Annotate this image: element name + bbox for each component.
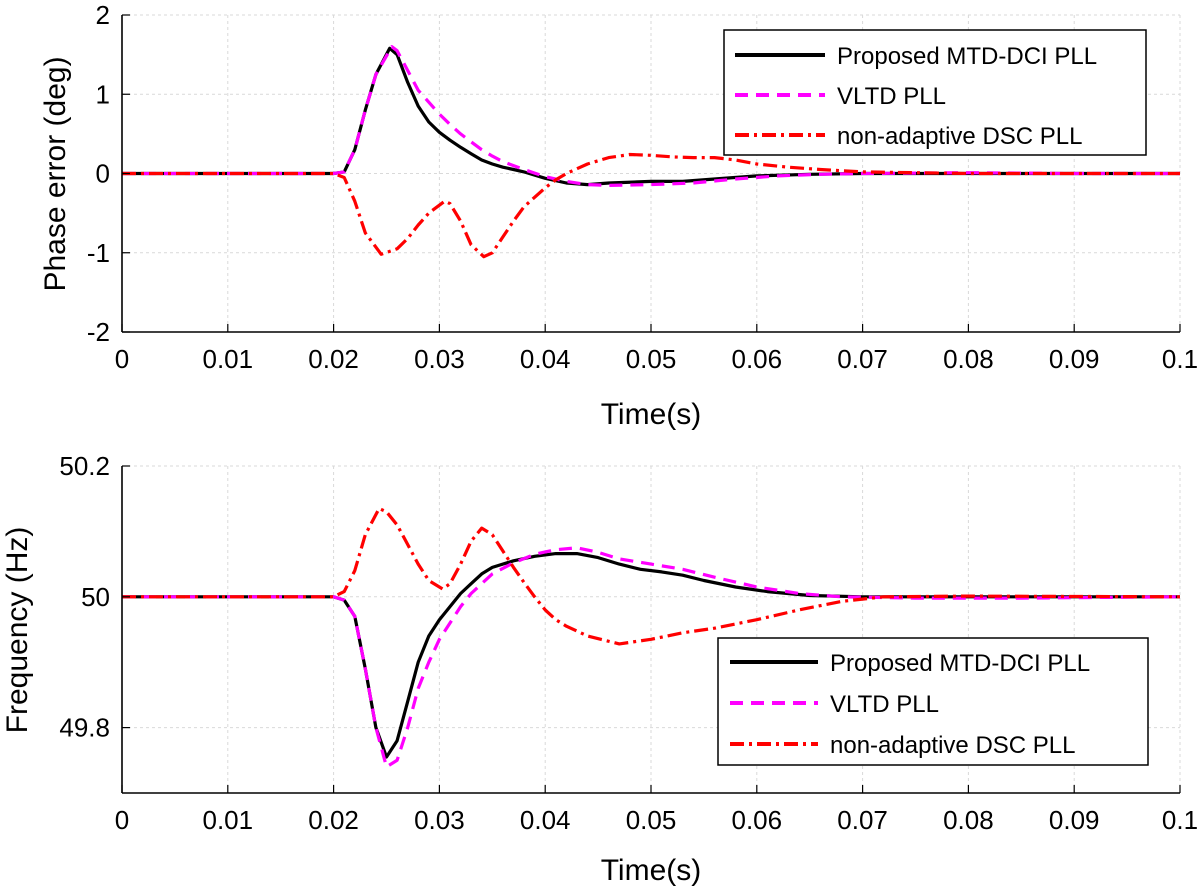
- x-tick-label: 0.01: [202, 805, 253, 835]
- series-line-2: [122, 152, 1180, 259]
- legend-label-dsc: non-adaptive DSC PLL: [837, 123, 1082, 150]
- x-tick-label: 0.08: [943, 805, 994, 835]
- y-tick-label: -1: [87, 238, 110, 268]
- x-tick-label: 0.07: [837, 805, 888, 835]
- x-axis-label: Time(s): [601, 854, 702, 887]
- x-tick-label: 0.09: [1049, 805, 1100, 835]
- x-tick-label: 0.1: [1162, 344, 1198, 374]
- y-tick-label: 49.8: [59, 713, 110, 743]
- x-tick-label: 0.06: [731, 805, 782, 835]
- x-tick-label: 0.01: [202, 344, 253, 374]
- series-line-1: [122, 45, 1180, 187]
- series-line-1: [122, 546, 1181, 769]
- legend-label-proposed: Proposed MTD-DCI PLL: [837, 43, 1097, 70]
- y-tick-label: 1: [96, 79, 110, 109]
- phase-error-chart: 0 0.01 0.02 0.03 0.04 0.05 0.06 0.07 0.08 0.09 0.1…: [39, 0, 1198, 431]
- x-axis-label: Time(s): [601, 398, 702, 431]
- x-tick-label: 0.05: [626, 344, 677, 374]
- x-tick-label: 0: [115, 805, 129, 835]
- x-tick-label: 0.1: [1162, 805, 1198, 835]
- x-tick-label: 0.08: [943, 344, 994, 374]
- x-tick-label: 0.02: [308, 344, 359, 374]
- x-tick-label: 0.04: [520, 344, 571, 374]
- y-tick-label: -2: [87, 317, 110, 347]
- x-tick-label: 0: [115, 344, 129, 374]
- series-layer: [122, 506, 1181, 769]
- x-tick-label: 0.03: [414, 344, 465, 374]
- x-tick-label: 0.06: [731, 344, 782, 374]
- x-tick-label: 0.05: [626, 805, 677, 835]
- tick-layer: 0 0.01 0.02 0.03 0.04 0.05 0.06 0.07 0.08 0.09 0.1…: [59, 451, 1198, 835]
- legend-label-vltd: VLTD PLL: [837, 83, 946, 110]
- y-tick-label: 50.2: [59, 451, 110, 481]
- legend-label-dsc: non-adaptive DSC PLL: [830, 732, 1075, 759]
- legend-label-proposed: Proposed MTD-DCI PLL: [830, 650, 1090, 677]
- series-layer: [122, 45, 1180, 259]
- y-axis-label: Frequency (Hz): [1, 527, 34, 734]
- x-tick-label: 0.09: [1049, 344, 1100, 374]
- series-line-2: [122, 506, 1181, 646]
- x-tick-label: 0.02: [308, 805, 359, 835]
- y-tick-label: 2: [96, 0, 110, 30]
- x-tick-label: 0.04: [520, 805, 571, 835]
- x-tick-label: 0.03: [414, 805, 465, 835]
- y-tick-label: 50: [81, 582, 110, 612]
- tick-layer: 0 0.01 0.02 0.03 0.04 0.05 0.06 0.07 0.08 0.09 0.1…: [87, 0, 1198, 374]
- legend: Proposed MTD-DCI PLL VLTD PLL non-adapti…: [717, 637, 1149, 766]
- frequency-chart: 0 0.01 0.02 0.03 0.04 0.05 0.06 0.07 0.08 0.09 0.1…: [1, 451, 1198, 887]
- legend: Proposed MTD-DCI PLL VLTD PLL non-adapti…: [723, 29, 1147, 156]
- y-axis-label: Phase error (deg): [39, 56, 72, 291]
- legend-label-vltd: VLTD PLL: [830, 691, 939, 718]
- y-tick-label: 0: [96, 159, 110, 189]
- x-tick-label: 0.07: [837, 344, 888, 374]
